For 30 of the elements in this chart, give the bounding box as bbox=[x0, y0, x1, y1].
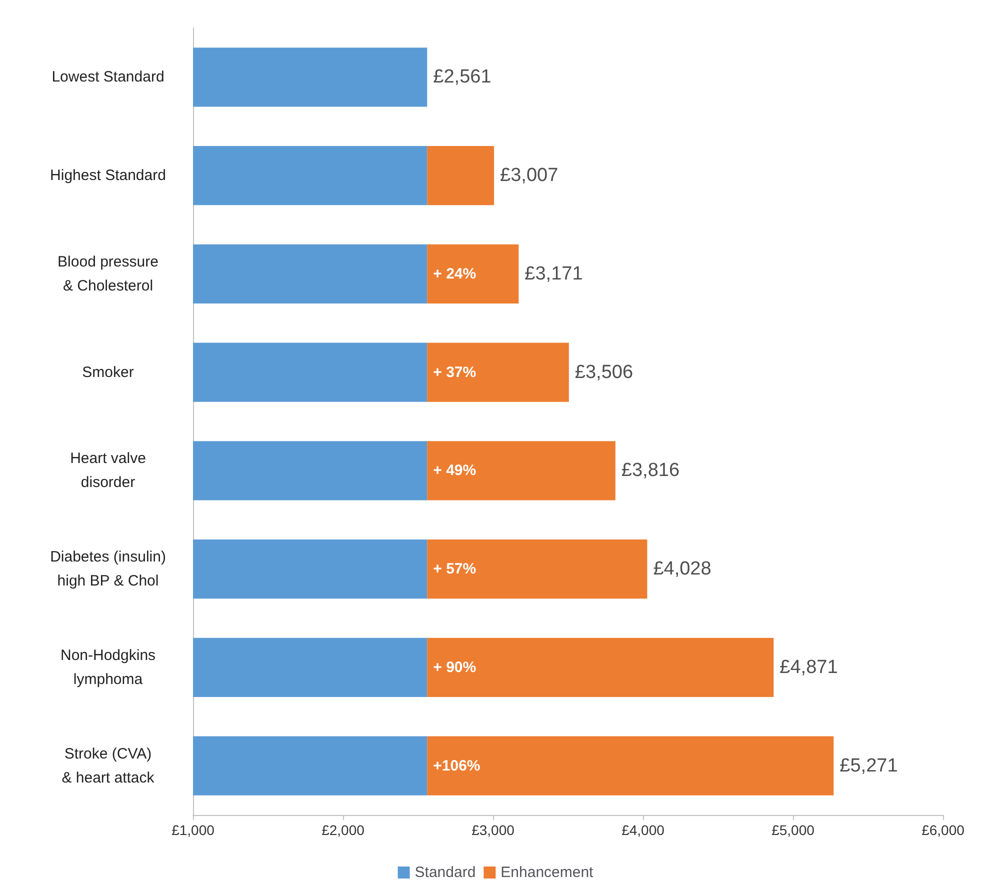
annotation: +106% bbox=[433, 757, 480, 774]
x-tick-label: £4,000 bbox=[622, 822, 665, 838]
y-tick-label: Blood pressure & Cholesterol bbox=[58, 253, 158, 294]
total-label: £4,871 bbox=[780, 656, 838, 678]
total-label: £5,271 bbox=[840, 755, 898, 776]
x-tick-label: £3,000 bbox=[472, 822, 515, 838]
y-tick-label: Lowest Standard bbox=[52, 68, 164, 86]
y-tick-label: Diabetes (insulin) high BP & Chol bbox=[50, 548, 166, 590]
annotation: + 24% bbox=[433, 265, 476, 282]
total-label: £3,506 bbox=[574, 362, 634, 383]
legend-label: Enhancement bbox=[500, 864, 594, 881]
x-tick-label: £6,000 bbox=[922, 822, 965, 838]
x-tick-label: £1,000 bbox=[172, 822, 215, 838]
x-tick-label: £2,000 bbox=[322, 822, 365, 838]
y-tick-label: Non-Hodgkins lymphoma bbox=[60, 646, 156, 688]
annotation: + 90% bbox=[433, 658, 476, 676]
y-tick-label: Highest Standard bbox=[50, 167, 166, 184]
total-label: £3,816 bbox=[621, 460, 680, 482]
legend-label: Standard bbox=[414, 864, 476, 881]
total-label: £4,028 bbox=[653, 558, 712, 580]
annotation: + 57% bbox=[433, 560, 476, 578]
total-label: £3,171 bbox=[524, 263, 583, 284]
total-label: £3,007 bbox=[500, 165, 558, 186]
total-label: £2,561 bbox=[433, 66, 492, 88]
y-tick-label: Heart valve disorder bbox=[70, 450, 146, 492]
y-tick-label: Smoker bbox=[82, 364, 134, 381]
annotation: + 49% bbox=[433, 462, 476, 480]
x-tick-label: £5,000 bbox=[772, 822, 815, 838]
annotation: + 37% bbox=[433, 364, 476, 381]
y-tick-label: Stroke (CVA) & heart attack bbox=[62, 745, 155, 786]
